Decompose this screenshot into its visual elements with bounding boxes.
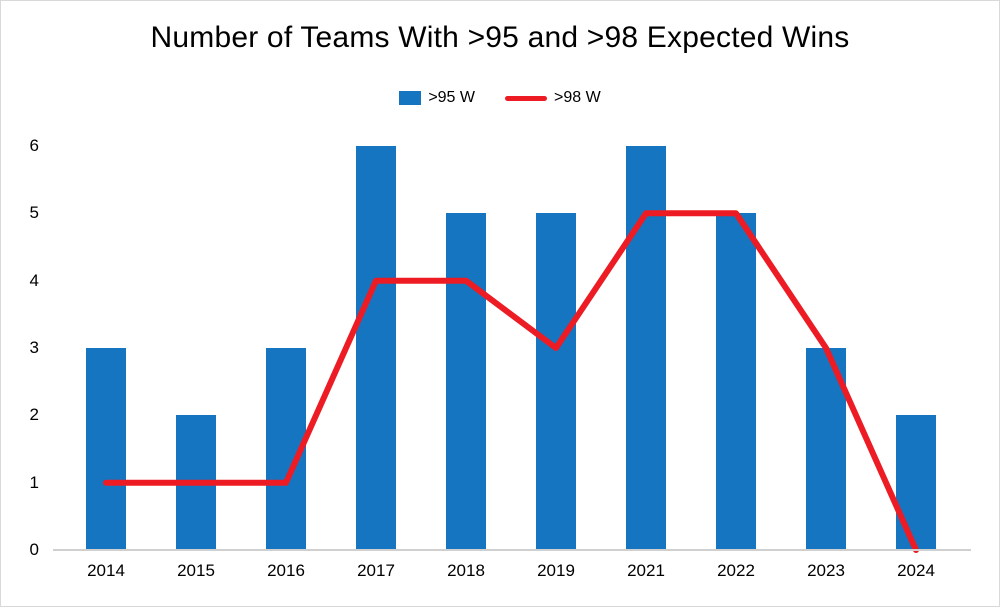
x-tick-label: 2016 xyxy=(267,561,305,580)
x-tick-label: 2017 xyxy=(357,561,395,580)
legend-label-line-series: >98 W xyxy=(554,89,601,106)
legend-item-bar-series: >95 W xyxy=(399,89,475,107)
bar-2017 xyxy=(356,146,396,550)
legend-item-line-series: >98 W xyxy=(505,89,601,107)
y-tick-label: 1 xyxy=(29,472,39,492)
line-series xyxy=(103,210,919,553)
bar-2024 xyxy=(896,415,936,550)
bar-2022 xyxy=(716,213,756,550)
bar-2019 xyxy=(536,213,576,550)
legend: >95 W >98 W xyxy=(1,89,999,107)
y-tick-label: 2 xyxy=(29,405,39,425)
x-tick-label: 2023 xyxy=(807,561,845,580)
x-tick-label: 2019 xyxy=(537,561,575,580)
y-tick-label: 5 xyxy=(29,203,39,223)
plot-area xyxy=(61,146,961,553)
y-tick-label: 6 xyxy=(29,136,39,155)
bar-2014 xyxy=(86,348,126,550)
y-tick-label: 0 xyxy=(29,540,39,559)
y-tick-label: 4 xyxy=(29,270,39,290)
x-tick-label: 2022 xyxy=(717,561,755,580)
x-axis: 2014 2015 2016 2017 2018 2019 2021 2022 2023 2024 xyxy=(61,561,961,591)
legend-label-bar-series: >95 W xyxy=(428,89,475,106)
line-swatch-icon xyxy=(505,95,547,101)
x-tick-label: 2014 xyxy=(87,561,125,580)
bar-swatch-icon xyxy=(399,91,422,105)
x-tick-label: 2024 xyxy=(897,561,935,580)
x-axis-line xyxy=(53,549,971,551)
x-tick-label: 2021 xyxy=(627,561,665,580)
bar-2018 xyxy=(446,213,486,550)
y-axis: 0 1 2 3 4 5 6 xyxy=(1,136,49,559)
y-tick-label: 3 xyxy=(29,338,39,357)
x-tick-label: 2018 xyxy=(447,561,485,580)
chart-title: Number of Teams With >95 and >98 Expecte… xyxy=(150,21,850,54)
x-tick-label: 2015 xyxy=(177,561,215,580)
